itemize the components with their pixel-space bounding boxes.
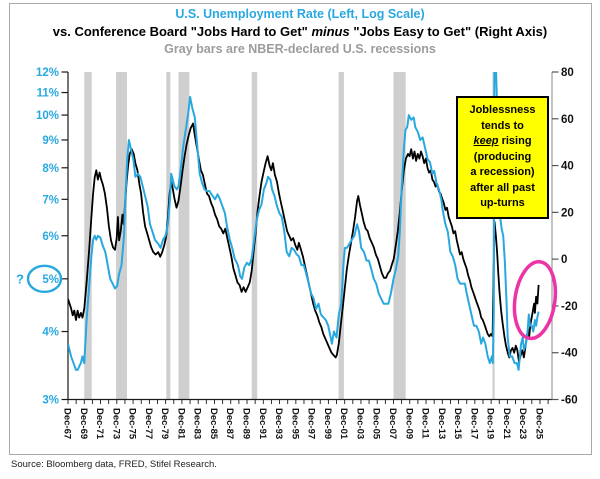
left-axis-tick-label: 10% [36, 110, 59, 122]
recession-bar [84, 72, 92, 400]
x-axis-tick-label: Dec-85 [208, 408, 219, 440]
x-axis-tick-label: Dec-99 [322, 408, 333, 439]
unemployment-line [68, 72, 540, 371]
right-axis-tick-label: 60 [561, 114, 574, 126]
x-axis-tick-label: Dec-19 [485, 408, 496, 439]
x-axis-tick-label: Dec-07 [387, 408, 398, 439]
right-axis-tick-label: -60 [561, 395, 578, 407]
chart-title-line2: vs. Conference Board "Jobs Hard to Get" … [52, 24, 548, 39]
x-axis-tick-label: Dec-79 [159, 408, 170, 439]
title-unemployment: U.S. Unemployment Rate (Left, Log Scale) [175, 7, 425, 21]
title-minus-word: minus [311, 24, 350, 39]
question-mark: ? [16, 271, 24, 286]
left-axis-tick-label: 8% [42, 163, 59, 175]
x-axis-tick-label: Dec-17 [468, 408, 479, 439]
left-axis-tick-label: 12% [36, 67, 59, 79]
left-axis-tick-label: 9% [42, 135, 59, 147]
highlight-ellipse [512, 260, 558, 341]
x-axis-tick-label: Dec-89 [241, 408, 252, 439]
x-axis-tick-label: Dec-09 [403, 408, 414, 439]
left-axis-tick-label: 4% [42, 327, 59, 339]
x-axis-tick-label: Dec-87 [224, 408, 235, 439]
x-axis-tick-label: Dec-81 [175, 408, 186, 440]
chart-title-line1: U.S. Unemployment Rate (Left, Log Scale) [0, 7, 600, 21]
x-axis-tick-label: Dec-01 [338, 408, 349, 440]
callout-keyword: keep [473, 135, 499, 147]
right-axis-tick-label: 40 [561, 161, 574, 173]
x-axis-tick-label: Dec-13 [436, 408, 447, 439]
joblessness-callout: Joblessness tends to keep rising (produc… [456, 96, 549, 219]
x-axis-tick-label: Dec-91 [257, 408, 268, 440]
x-axis-tick-label: Dec-05 [371, 408, 382, 440]
x-axis-tick-label: Dec-11 [420, 408, 431, 439]
source-note: Source: Bloomberg data, FRED, Stifel Res… [11, 459, 217, 470]
recession-bar [166, 72, 171, 400]
x-axis-tick-label: Dec-77 [143, 408, 154, 439]
left-axis-tick-label: 7% [42, 194, 59, 206]
recession-bar [116, 72, 127, 400]
jobs-gap-line [68, 122, 540, 364]
x-axis-tick-label: Dec-93 [273, 408, 284, 439]
left-axis-tick-label: 6% [42, 231, 59, 243]
question-circle [26, 264, 63, 294]
x-axis-tick-label: Dec-75 [127, 408, 138, 440]
chart-subtitle-recessions: Gray bars are NBER-declared U.S. recessi… [164, 42, 436, 56]
recession-bar [338, 72, 344, 400]
right-axis-tick-label: 20 [561, 207, 574, 219]
left-axis-tick-label: 11% [37, 88, 59, 100]
right-axis-tick-label: -40 [561, 348, 578, 360]
recession-bar [178, 72, 190, 400]
x-axis-tick-label: Dec-95 [289, 408, 300, 440]
right-axis-tick-label: 0 [561, 254, 567, 266]
x-axis-tick-label: Dec-23 [517, 408, 528, 439]
x-axis-tick-label: Dec-71 [94, 408, 105, 440]
x-axis-tick-label: Dec-67 [62, 408, 73, 439]
x-axis-tick-label: Dec-69 [78, 408, 89, 439]
right-axis-tick-label: -20 [561, 301, 578, 313]
x-axis-tick-label: Dec-97 [306, 408, 317, 439]
x-axis-tick-label: Dec-83 [192, 408, 203, 439]
x-axis-tick-label: Dec-73 [110, 408, 121, 439]
x-axis-tick-label: Dec-03 [354, 408, 365, 439]
left-axis-tick-label: 5% [42, 274, 59, 286]
x-axis-tick-label: Dec-15 [452, 408, 463, 440]
x-axis-tick-label: Dec-21 [501, 408, 512, 440]
right-axis-tick-label: 80 [561, 67, 574, 79]
left-axis-tick-label: 3% [42, 395, 59, 407]
x-axis-tick-label: Dec-25 [533, 408, 544, 440]
